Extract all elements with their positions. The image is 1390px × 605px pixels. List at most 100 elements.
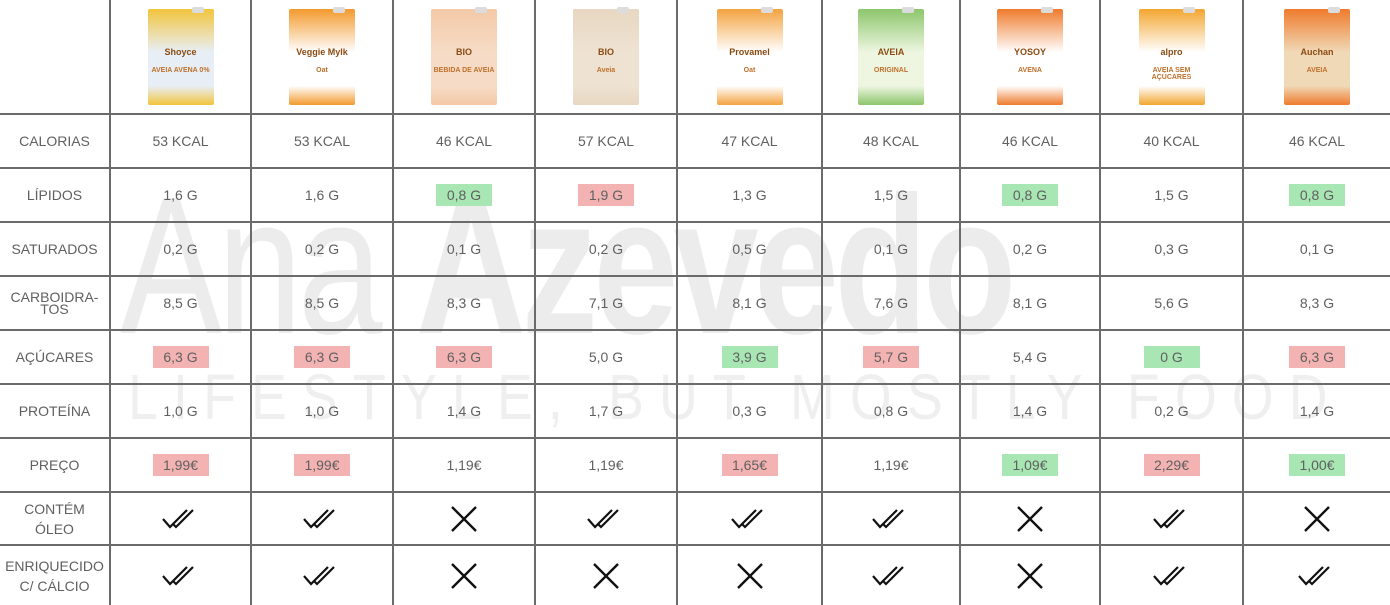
value-cell: 0 G [1099, 329, 1244, 385]
row-label-line: CONTÉM [24, 500, 85, 517]
product-label: AVEIA AVENA 0% [151, 66, 210, 74]
value: 1,6 G [304, 187, 340, 203]
value-cell: 0,8 G [1242, 167, 1390, 223]
product-cell: Provamel Oat [676, 0, 823, 115]
value-cell: 2,29€ [1099, 437, 1244, 493]
row-label: PROTEÍNA [18, 403, 91, 419]
value: 53 KCAL [152, 133, 209, 149]
product-cell: BIO Aveia [534, 0, 678, 115]
value-cell: 6,3 G [1242, 329, 1390, 385]
value: 5,0 G [588, 349, 624, 365]
nutrient-row: LÍPIDOS 1,6 G 1,6 G 0,8 G 1,9 G 1,3 G 1,5 G 0,8… [0, 167, 1390, 223]
value-cell: 1,65€ [676, 437, 823, 493]
value: 57 KCAL [577, 133, 635, 149]
row-label-line: CARBOIDRA- [10, 289, 99, 305]
nutrient-row: SATURADOS 0,2 G 0,2 G 0,1 G 0,2 G 0,5 G 0,1 G 0… [0, 221, 1390, 277]
value-cell: 8,3 G [1242, 275, 1390, 331]
nutrient-row: AÇÚCARES 6,3 G 6,3 G 6,3 G 5,0 G 3,9 G 5,7 G 5,… [0, 329, 1390, 385]
feature-cell [1099, 544, 1244, 605]
value-cell: 8,3 G [392, 275, 536, 331]
double-check-icon [823, 564, 959, 588]
value-cell: 0,5 G [676, 221, 823, 277]
feature-cell [821, 544, 961, 605]
value-cell: 46 KCAL [1242, 113, 1390, 169]
value-cell: 40 KCAL [1099, 113, 1244, 169]
corner-cell [0, 0, 111, 115]
product-image: Provamel Oat [716, 6, 783, 105]
product-header-row: Shoyce AVEIA AVENA 0% Veggie Mylk Oat BIO BEB… [0, 0, 1390, 115]
value: 0,2 G [163, 241, 198, 257]
value-cell: 1,19€ [821, 437, 961, 493]
row-label: CARBOIDRA- TOS [0, 289, 109, 317]
nutrient-row: PROTEÍNA 1,0 G 1,0 G 1,4 G 1,7 G 0,3 G 0,8 G 1,… [0, 383, 1390, 439]
feature-cell [1242, 491, 1390, 546]
product-label: AVEIA [1306, 66, 1328, 74]
value: 0,1 G [1299, 241, 1335, 257]
value-cell: 0,1 G [1242, 221, 1390, 277]
value: 0,5 G [732, 241, 767, 257]
product-cell: Veggie Mylk Oat [250, 0, 394, 115]
value-cell: 0,1 G [392, 221, 536, 277]
row-label-cell: PROTEÍNA [0, 383, 111, 439]
cross-icon [536, 561, 676, 591]
row-label-line: TOS [40, 301, 69, 317]
value: 5,6 G [1154, 295, 1189, 311]
cross-icon [1244, 504, 1390, 534]
carton-cap [191, 6, 204, 13]
value: 0,2 G [304, 241, 340, 257]
product-label: BEBIDA DE AVEIA [433, 66, 495, 74]
value-cell: 0,2 G [959, 221, 1101, 277]
carton-cap [1182, 6, 1195, 13]
feature-row: CONTÉM ÓLEO [0, 491, 1390, 546]
value-cell: 46 KCAL [959, 113, 1101, 169]
highlighted-value-red: 5,7 G [863, 346, 919, 368]
product-image: Shoyce AVEIA AVENA 0% [147, 6, 214, 105]
row-label: AÇÚCARES [15, 349, 94, 365]
row-label-line: C/ CÁLCIO [19, 577, 90, 594]
carton-cap [475, 6, 487, 13]
cross-icon [961, 504, 1099, 534]
value: 1,7 G [588, 403, 624, 419]
cross-icon [394, 504, 534, 534]
product-brand: AVEIA [877, 46, 905, 57]
product-cell: Auchan AVEIA [1242, 0, 1390, 115]
highlighted-value-red: 1,65€ [721, 454, 778, 476]
feature-cell [534, 491, 678, 546]
carton-cap [617, 6, 629, 13]
product-brand: BIO [455, 46, 472, 57]
feature-cell [959, 491, 1101, 546]
value: 1,19€ [446, 457, 482, 473]
product-brand: Veggie Mylk [296, 46, 348, 57]
nutrient-row: PREÇO 1,99€ 1,99€ 1,19€ 1,19€ 1,65€ 1,19€ 1,09€… [0, 437, 1390, 493]
value: 0,1 G [873, 241, 909, 257]
value-cell: 8,1 G [959, 275, 1101, 331]
value-cell: 6,3 G [392, 329, 536, 385]
value-cell: 8,1 G [676, 275, 823, 331]
cross-icon [678, 561, 821, 591]
product-image: YOSOY AVENA [997, 6, 1063, 105]
double-check-icon [252, 507, 392, 531]
row-label: LÍPIDOS [26, 187, 83, 203]
value: 8,1 G [1012, 295, 1048, 311]
value: 5,4 G [1012, 349, 1048, 365]
value-cell: 5,7 G [821, 329, 961, 385]
product-label: AVEIA SEM AÇÚCARES [1151, 66, 1192, 81]
value: 1,19€ [873, 457, 909, 473]
row-label: PREÇO [29, 457, 80, 473]
value-cell: 0,3 G [1099, 221, 1244, 277]
feature-row: ENRIQUECIDO C/ CÁLCIO [0, 544, 1390, 605]
value-cell: 1,4 G [1242, 383, 1390, 439]
row-label: SATURADOS [11, 241, 98, 257]
value: 53 KCAL [293, 133, 351, 149]
value: 48 KCAL [862, 133, 920, 149]
value-cell: 1,5 G [821, 167, 961, 223]
feature-cell [250, 544, 394, 605]
value-cell: 1,9 G [534, 167, 678, 223]
carton-cap [333, 6, 345, 13]
value-cell: 0,2 G [1099, 383, 1244, 439]
value: 1,19€ [588, 457, 624, 473]
value: 7,6 G [873, 295, 909, 311]
product-label: Oat [743, 66, 756, 74]
highlighted-value-green: 1,00€ [1289, 454, 1345, 476]
